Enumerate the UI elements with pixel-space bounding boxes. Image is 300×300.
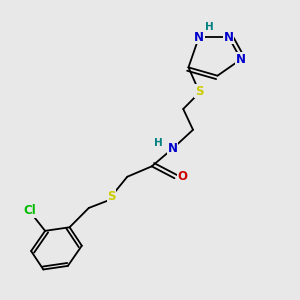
Text: N: N [194, 31, 204, 44]
Text: H: H [154, 138, 162, 148]
Text: Cl: Cl [23, 204, 36, 218]
Text: O: O [177, 170, 187, 183]
Text: N: N [236, 53, 246, 66]
Text: H: H [205, 22, 214, 32]
Text: S: S [195, 85, 203, 98]
Text: N: N [168, 142, 178, 155]
Text: N: N [224, 31, 234, 44]
Text: S: S [107, 190, 116, 202]
